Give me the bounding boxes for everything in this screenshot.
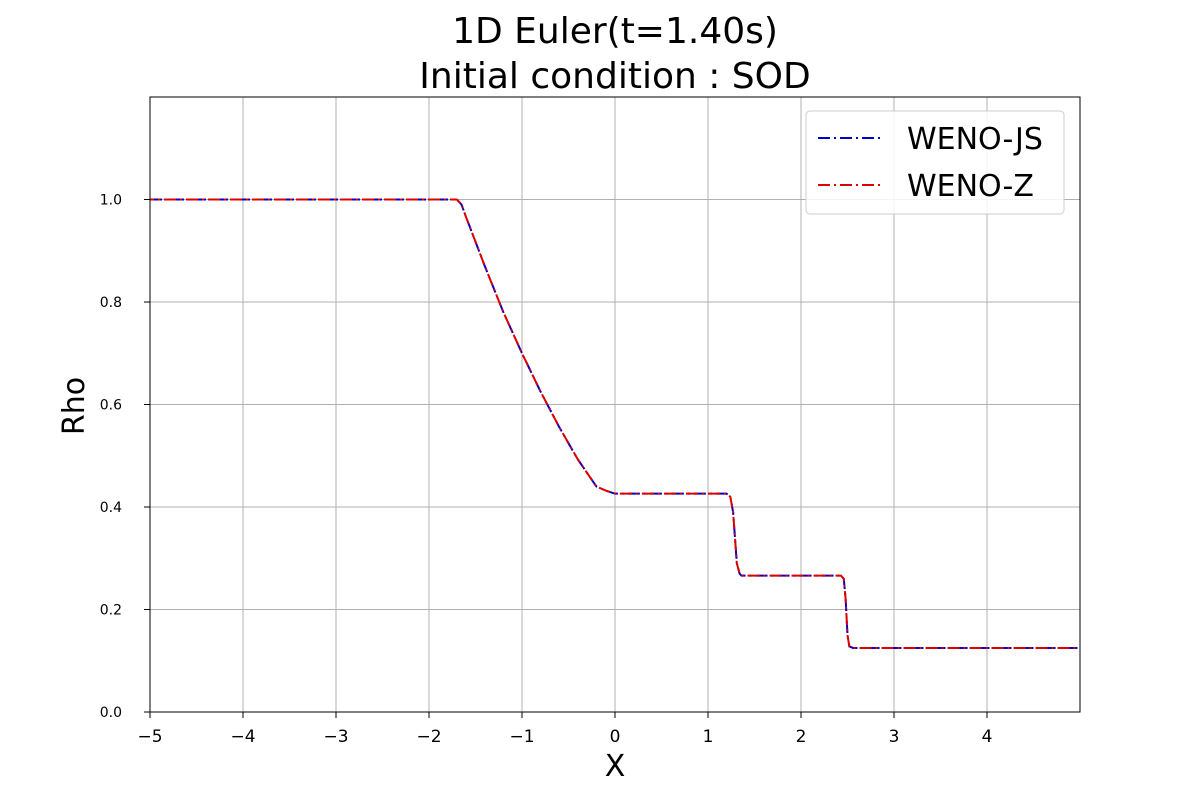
y-tick-label: 0.4 xyxy=(100,500,122,516)
chart-subtitle: Initial condition : SOD xyxy=(419,56,810,97)
x-tick-label: −2 xyxy=(416,727,441,747)
y-tick-label: 0.8 xyxy=(100,295,122,311)
x-tick-label: −1 xyxy=(509,727,534,747)
x-tick-label: 2 xyxy=(796,727,807,747)
y-tick-label: 0.0 xyxy=(100,705,122,721)
axis-ticks: −5 −4 −3 −2 −1 0 1 2 3 4 0.0 0.2 0.4 0.6 0.8 1.0 xyxy=(100,193,993,748)
y-tick-label: 0.2 xyxy=(100,603,122,619)
y-tick-label: 0.6 xyxy=(100,398,122,414)
x-tick-label: −5 xyxy=(137,727,162,747)
y-axis-label: Rho xyxy=(57,377,92,435)
legend-box xyxy=(805,110,1065,215)
x-tick-label: 0 xyxy=(610,727,621,747)
x-tick-label: −3 xyxy=(323,727,348,747)
y-tick-label: 1.0 xyxy=(100,193,122,209)
series-line-weno-z xyxy=(150,198,1080,649)
legend-label-weno-js: WENO-JS xyxy=(907,122,1043,157)
legend-label-weno-z: WENO-Z xyxy=(907,169,1034,204)
x-tick-label: −4 xyxy=(230,727,255,747)
x-tick-label: 3 xyxy=(889,727,900,747)
chart-title: 1D Euler(t=1.40s) xyxy=(452,11,778,52)
legend: WENO-JS WENO-Z xyxy=(805,110,1065,215)
x-tick-label: 4 xyxy=(982,727,993,747)
x-tick-label: 1 xyxy=(703,727,714,747)
plot-series xyxy=(150,198,1080,649)
x-axis-label: X xyxy=(605,749,626,784)
